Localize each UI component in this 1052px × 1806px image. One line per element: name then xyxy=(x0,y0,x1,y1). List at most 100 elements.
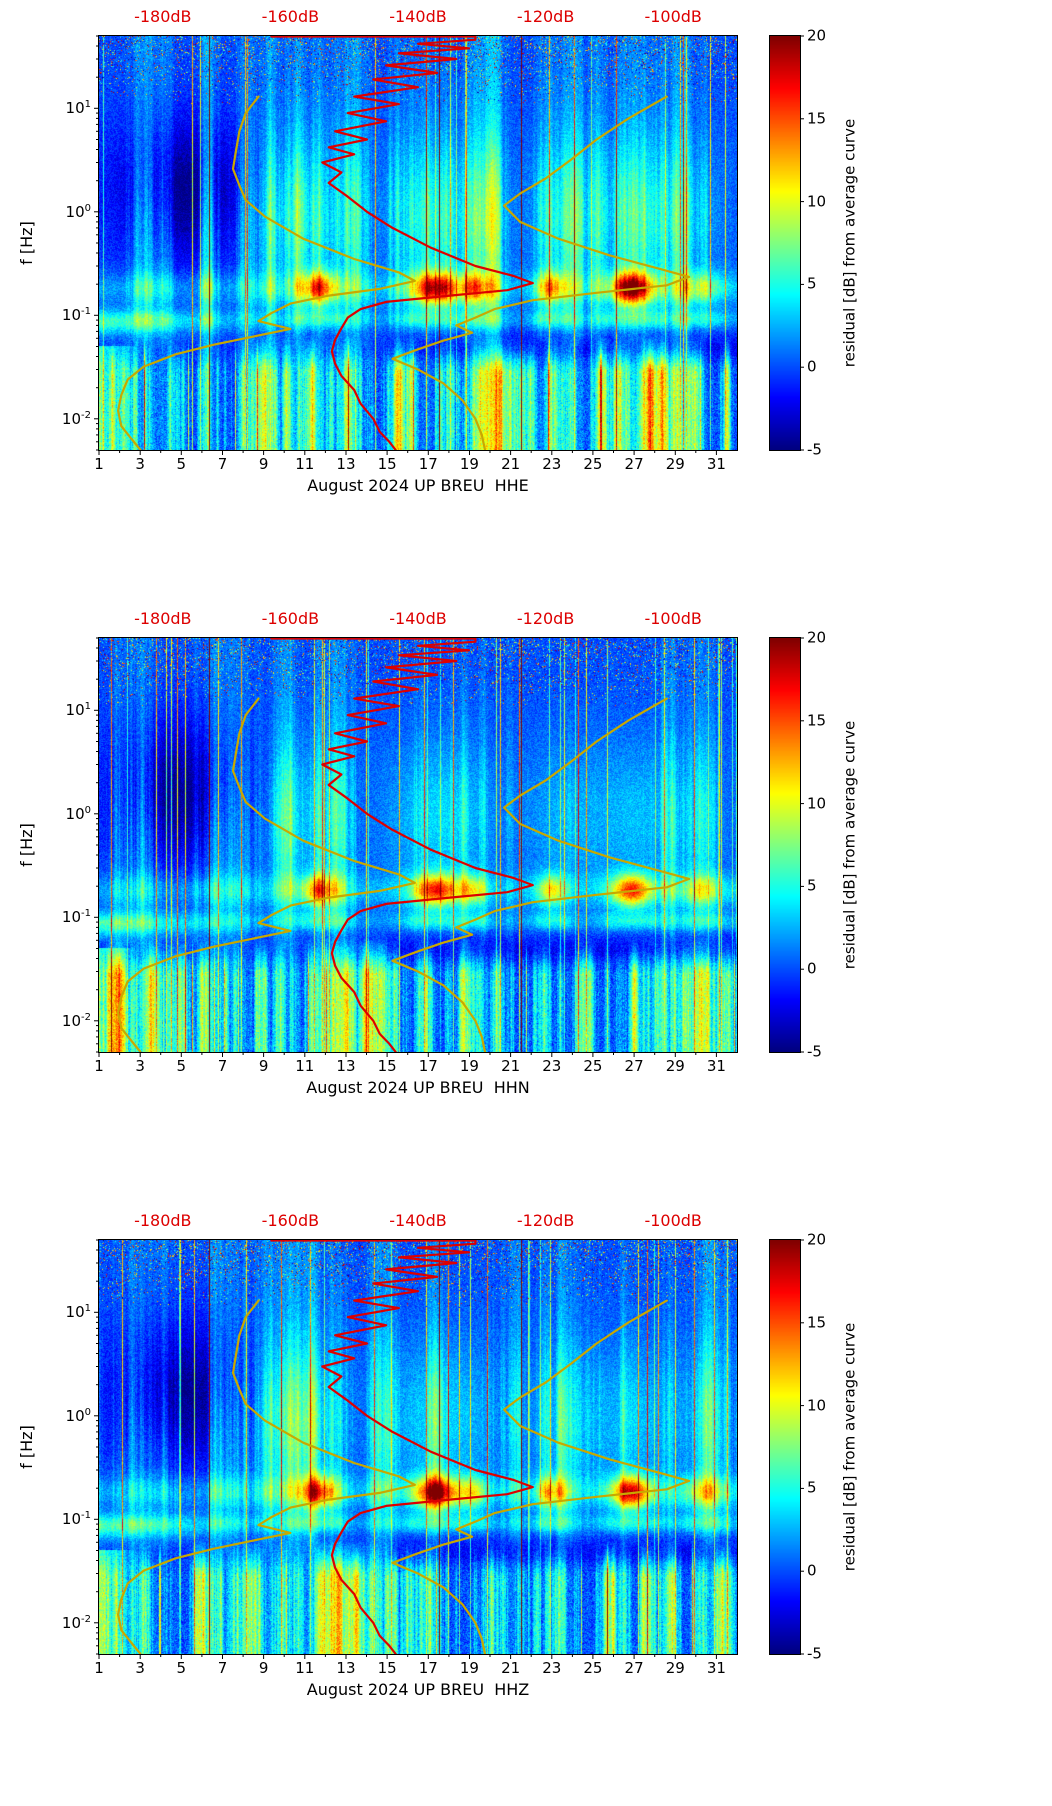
colorbar-tick-label: 5 xyxy=(807,1478,817,1497)
x-tick-label: 23 xyxy=(542,1057,562,1075)
colorbar-tick-label: -5 xyxy=(807,1042,822,1061)
x-tick-label: 23 xyxy=(542,455,562,473)
top-db-tick-label: -140dB xyxy=(389,609,447,628)
colorbar-tick-label: 20 xyxy=(807,26,827,45)
x-tick-label: 19 xyxy=(459,455,479,473)
panel-hhn: f [Hz] August 2024 UP BREU HHN residual … xyxy=(0,602,1052,1204)
colorbar-tick-label: -5 xyxy=(807,1644,822,1663)
top-db-tick-label: -160dB xyxy=(261,1211,320,1230)
colorbar-tick-label: 0 xyxy=(807,357,817,376)
colorbar-tick-label: 20 xyxy=(807,1230,827,1249)
x-axis-label: August 2024 UP BREU HHN xyxy=(306,1078,530,1097)
colorbar-label: residual [dB] from average curve xyxy=(840,1322,859,1572)
x-tick-label: 25 xyxy=(583,455,603,473)
x-tick-label: 3 xyxy=(135,1659,145,1677)
x-tick-label: 29 xyxy=(665,455,685,473)
x-tick-label: 27 xyxy=(624,1659,644,1677)
x-tick-label: 15 xyxy=(377,455,397,473)
x-tick-label: 5 xyxy=(176,1659,187,1677)
colorbar-tick-label: 15 xyxy=(807,1313,827,1332)
x-tick-label: 9 xyxy=(258,1057,269,1075)
colorbar-hhe xyxy=(770,36,800,450)
x-tick-label: 31 xyxy=(706,455,726,473)
x-tick-label: 13 xyxy=(336,1057,356,1075)
x-tick-label: 23 xyxy=(542,1659,562,1677)
x-tick-label: 1 xyxy=(94,1659,104,1677)
top-db-tick-label: -140dB xyxy=(389,7,447,26)
y-axis-label: f [Hz] xyxy=(16,1425,36,1469)
y-tick-label: 10-1 xyxy=(61,1510,91,1529)
x-tick-label: 13 xyxy=(336,1659,356,1677)
panel-hhz: f [Hz] August 2024 UP BREU HHZ residual … xyxy=(0,1204,1052,1806)
y-tick-label: 10-2 xyxy=(61,1011,91,1030)
x-tick-label: 9 xyxy=(258,1659,269,1677)
x-tick-label: 15 xyxy=(377,1659,397,1677)
colorbar-tick-label: 5 xyxy=(807,274,817,293)
y-tick-label: 101 xyxy=(65,99,91,118)
x-tick-label: 11 xyxy=(295,1057,315,1075)
top-db-tick-label: -120dB xyxy=(516,609,575,628)
top-db-tick-label: -160dB xyxy=(261,609,320,628)
spectrogram-hhz xyxy=(99,1240,737,1654)
x-tick-label: 25 xyxy=(583,1659,603,1677)
y-tick-label: 10-2 xyxy=(61,409,91,428)
colorbar-tick-label: 15 xyxy=(807,711,827,730)
x-tick-label: 31 xyxy=(706,1057,726,1075)
x-tick-label: 15 xyxy=(377,1057,397,1075)
x-tick-label: 17 xyxy=(418,455,438,473)
x-tick-label: 7 xyxy=(217,1659,228,1677)
x-axis-label: August 2024 UP BREU HHZ xyxy=(306,1680,530,1699)
y-tick-label: 100 xyxy=(65,202,91,221)
colorbar-tick-label: 10 xyxy=(807,1395,827,1414)
x-tick-label: 21 xyxy=(501,1659,521,1677)
x-tick-label: 29 xyxy=(665,1659,685,1677)
colorbar-tick-label: 5 xyxy=(807,876,817,895)
x-tick-label: 7 xyxy=(217,1057,228,1075)
colorbar-hhz xyxy=(770,1240,800,1654)
top-db-tick-label: -120dB xyxy=(516,7,575,26)
x-tick-label: 11 xyxy=(295,455,315,473)
colorbar-tick-label: -5 xyxy=(807,440,822,459)
colorbar-tick-label: 0 xyxy=(807,959,817,978)
top-db-tick-label: -160dB xyxy=(261,7,320,26)
x-tick-label: 17 xyxy=(418,1659,438,1677)
x-tick-label: 19 xyxy=(459,1659,479,1677)
x-axis-label: August 2024 UP BREU HHE xyxy=(307,476,529,495)
top-db-tick-label: -180dB xyxy=(134,609,192,628)
x-tick-label: 11 xyxy=(295,1659,315,1677)
x-tick-label: 3 xyxy=(135,455,145,473)
x-tick-label: 29 xyxy=(665,1057,685,1075)
y-tick-label: 10-1 xyxy=(61,306,91,325)
top-db-tick-label: -100dB xyxy=(644,609,702,628)
y-tick-label: 10-1 xyxy=(61,908,91,927)
colorbar-tick-label: 20 xyxy=(807,628,827,647)
y-axis-label: f [Hz] xyxy=(16,221,36,265)
x-tick-label: 21 xyxy=(501,1057,521,1075)
colorbar-label: residual [dB] from average curve xyxy=(840,720,859,970)
panel-hhe: f [Hz] August 2024 UP BREU HHE residual … xyxy=(0,0,1052,602)
y-tick-label: 100 xyxy=(65,804,91,823)
x-tick-label: 13 xyxy=(336,455,356,473)
colorbar-hhn xyxy=(770,638,800,1052)
top-db-tick-label: -180dB xyxy=(134,7,192,26)
x-tick-label: 7 xyxy=(217,455,228,473)
top-db-tick-label: -180dB xyxy=(134,1211,192,1230)
x-tick-label: 1 xyxy=(94,455,104,473)
x-tick-label: 9 xyxy=(258,455,269,473)
y-tick-label: 10-2 xyxy=(61,1613,91,1632)
colorbar-tick-label: 10 xyxy=(807,191,827,210)
x-tick-label: 25 xyxy=(583,1057,603,1075)
top-db-tick-label: -100dB xyxy=(644,7,702,26)
top-db-tick-label: -100dB xyxy=(644,1211,702,1230)
top-db-tick-label: -120dB xyxy=(516,1211,575,1230)
top-db-tick-label: -140dB xyxy=(389,1211,447,1230)
x-tick-label: 1 xyxy=(94,1057,104,1075)
y-tick-label: 100 xyxy=(65,1406,91,1425)
x-tick-label: 31 xyxy=(706,1659,726,1677)
x-tick-label: 21 xyxy=(501,455,521,473)
x-tick-label: 27 xyxy=(624,455,644,473)
y-tick-label: 101 xyxy=(65,1303,91,1322)
colorbar-tick-label: 15 xyxy=(807,109,827,128)
x-tick-label: 5 xyxy=(176,455,187,473)
colorbar-tick-label: 0 xyxy=(807,1561,817,1580)
